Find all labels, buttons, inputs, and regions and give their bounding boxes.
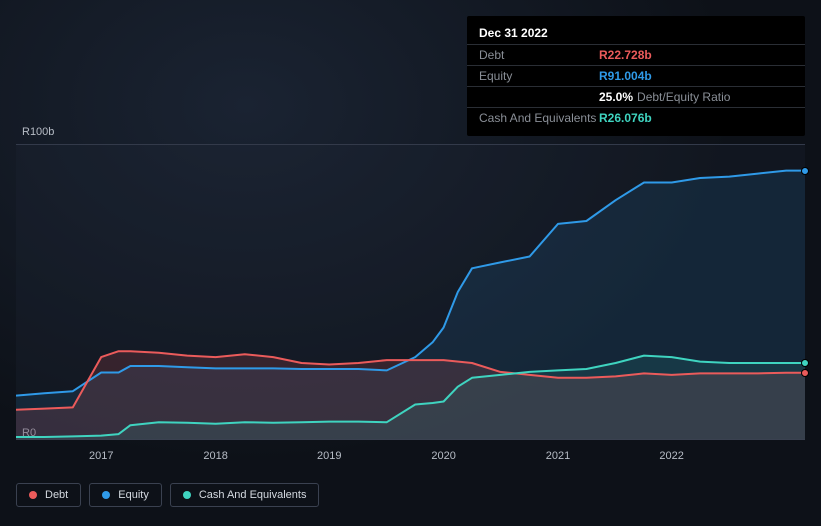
tooltip-row: Cash And EquivalentsR26.076b — [467, 107, 805, 128]
chart-legend: Debt Equity Cash And Equivalents — [16, 483, 319, 507]
x-axis-tick-label: 2019 — [317, 450, 341, 462]
tooltip-row: 25.0% Debt/Equity Ratio — [467, 86, 805, 107]
series-end-marker — [801, 359, 809, 367]
legend-label: Cash And Equivalents — [199, 489, 307, 501]
legend-item-debt[interactable]: Debt — [16, 483, 81, 507]
legend-dot-icon — [29, 491, 37, 499]
tooltip-row: EquityR91.004b — [467, 65, 805, 86]
legend-item-equity[interactable]: Equity — [89, 483, 162, 507]
tooltip-row-value: R22.728b — [599, 48, 652, 62]
tooltip-ratio-label: Debt/Equity Ratio — [637, 90, 730, 104]
chart-svg — [16, 144, 805, 440]
tooltip-row-label: Equity — [479, 69, 599, 83]
x-axis-tick-label: 2021 — [546, 450, 570, 462]
x-axis-tick-label: 2022 — [659, 450, 683, 462]
legend-label: Debt — [45, 489, 68, 501]
tooltip-row-label: Debt — [479, 48, 599, 62]
series-end-marker — [801, 167, 809, 175]
legend-label: Equity — [118, 489, 149, 501]
tooltip-date: Dec 31 2022 — [467, 24, 805, 44]
x-axis-tick-label: 2020 — [431, 450, 455, 462]
legend-dot-icon — [183, 491, 191, 499]
x-axis-tick-label: 2018 — [203, 450, 227, 462]
legend-item-cash-and-equivalents[interactable]: Cash And Equivalents — [170, 483, 320, 507]
y-axis-max-label: R100b — [22, 126, 54, 138]
tooltip-row-value: 25.0% — [599, 90, 633, 104]
tooltip-row-value: R26.076b — [599, 111, 652, 125]
tooltip-row: DebtR22.728b — [467, 44, 805, 65]
x-axis-tick-label: 2017 — [89, 450, 113, 462]
tooltip-row-value: R91.004b — [599, 69, 652, 83]
tooltip-row-label — [479, 90, 599, 104]
chart-plot-area[interactable] — [16, 144, 805, 440]
legend-dot-icon — [102, 491, 110, 499]
x-axis-labels: 2017 2018 2019 2020 2021 2022 — [16, 450, 805, 466]
tooltip-row-label: Cash And Equivalents — [479, 111, 599, 125]
series-end-marker — [801, 369, 809, 377]
hover-tooltip: Dec 31 2022 DebtR22.728bEquityR91.004b25… — [467, 16, 805, 136]
